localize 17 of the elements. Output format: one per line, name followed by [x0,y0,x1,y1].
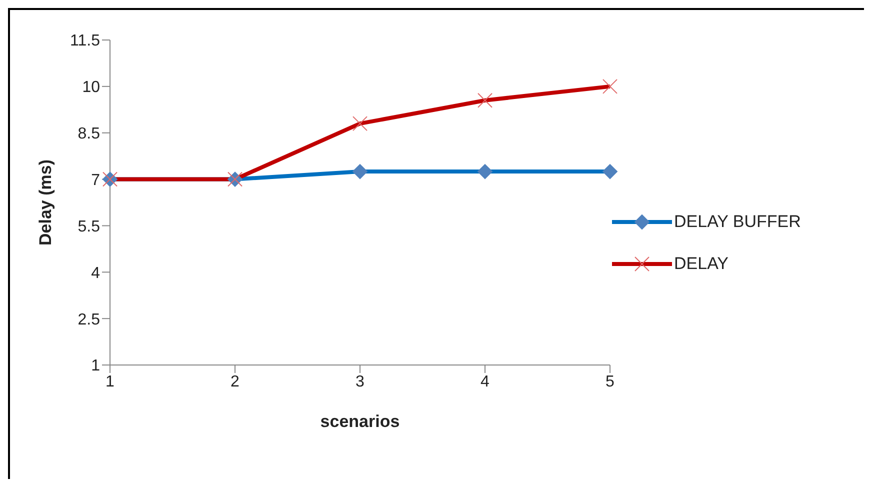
y-tick-label: 1 [91,358,100,375]
y-tick-label: 10 [82,79,100,96]
x-tick-label: 5 [606,373,615,390]
legend-label: DELAY BUFFER [674,212,801,232]
y-tick-label: 8.5 [78,126,100,143]
y-tick-label: 5.5 [78,218,100,236]
y-tick-label: 7 [91,172,100,189]
x-tick-label: 1 [106,373,115,390]
x-tick-label: 3 [356,373,365,390]
y-tick-label: 2.5 [78,311,100,328]
y-tick-label: 4 [91,264,100,282]
y-tick-label: 11.5 [70,32,100,50]
y-axis-title: Delay (ms) [36,160,56,246]
x-tick-label: 2 [230,373,240,390]
x-axis-title: scenarios [320,412,400,431]
legend-label: DELAY [674,254,728,274]
x-tick-label: 4 [480,373,490,390]
